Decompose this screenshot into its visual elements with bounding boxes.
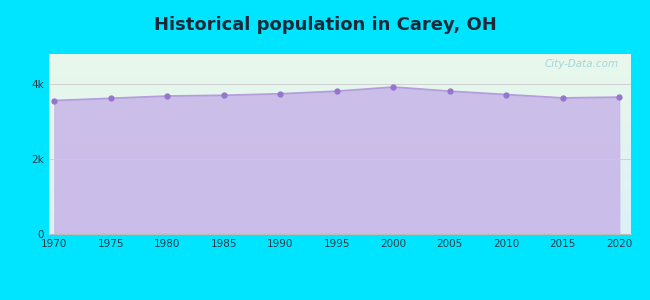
Text: City-Data.com: City-Data.com	[545, 59, 619, 69]
Text: Historical population in Carey, OH: Historical population in Carey, OH	[153, 16, 497, 34]
